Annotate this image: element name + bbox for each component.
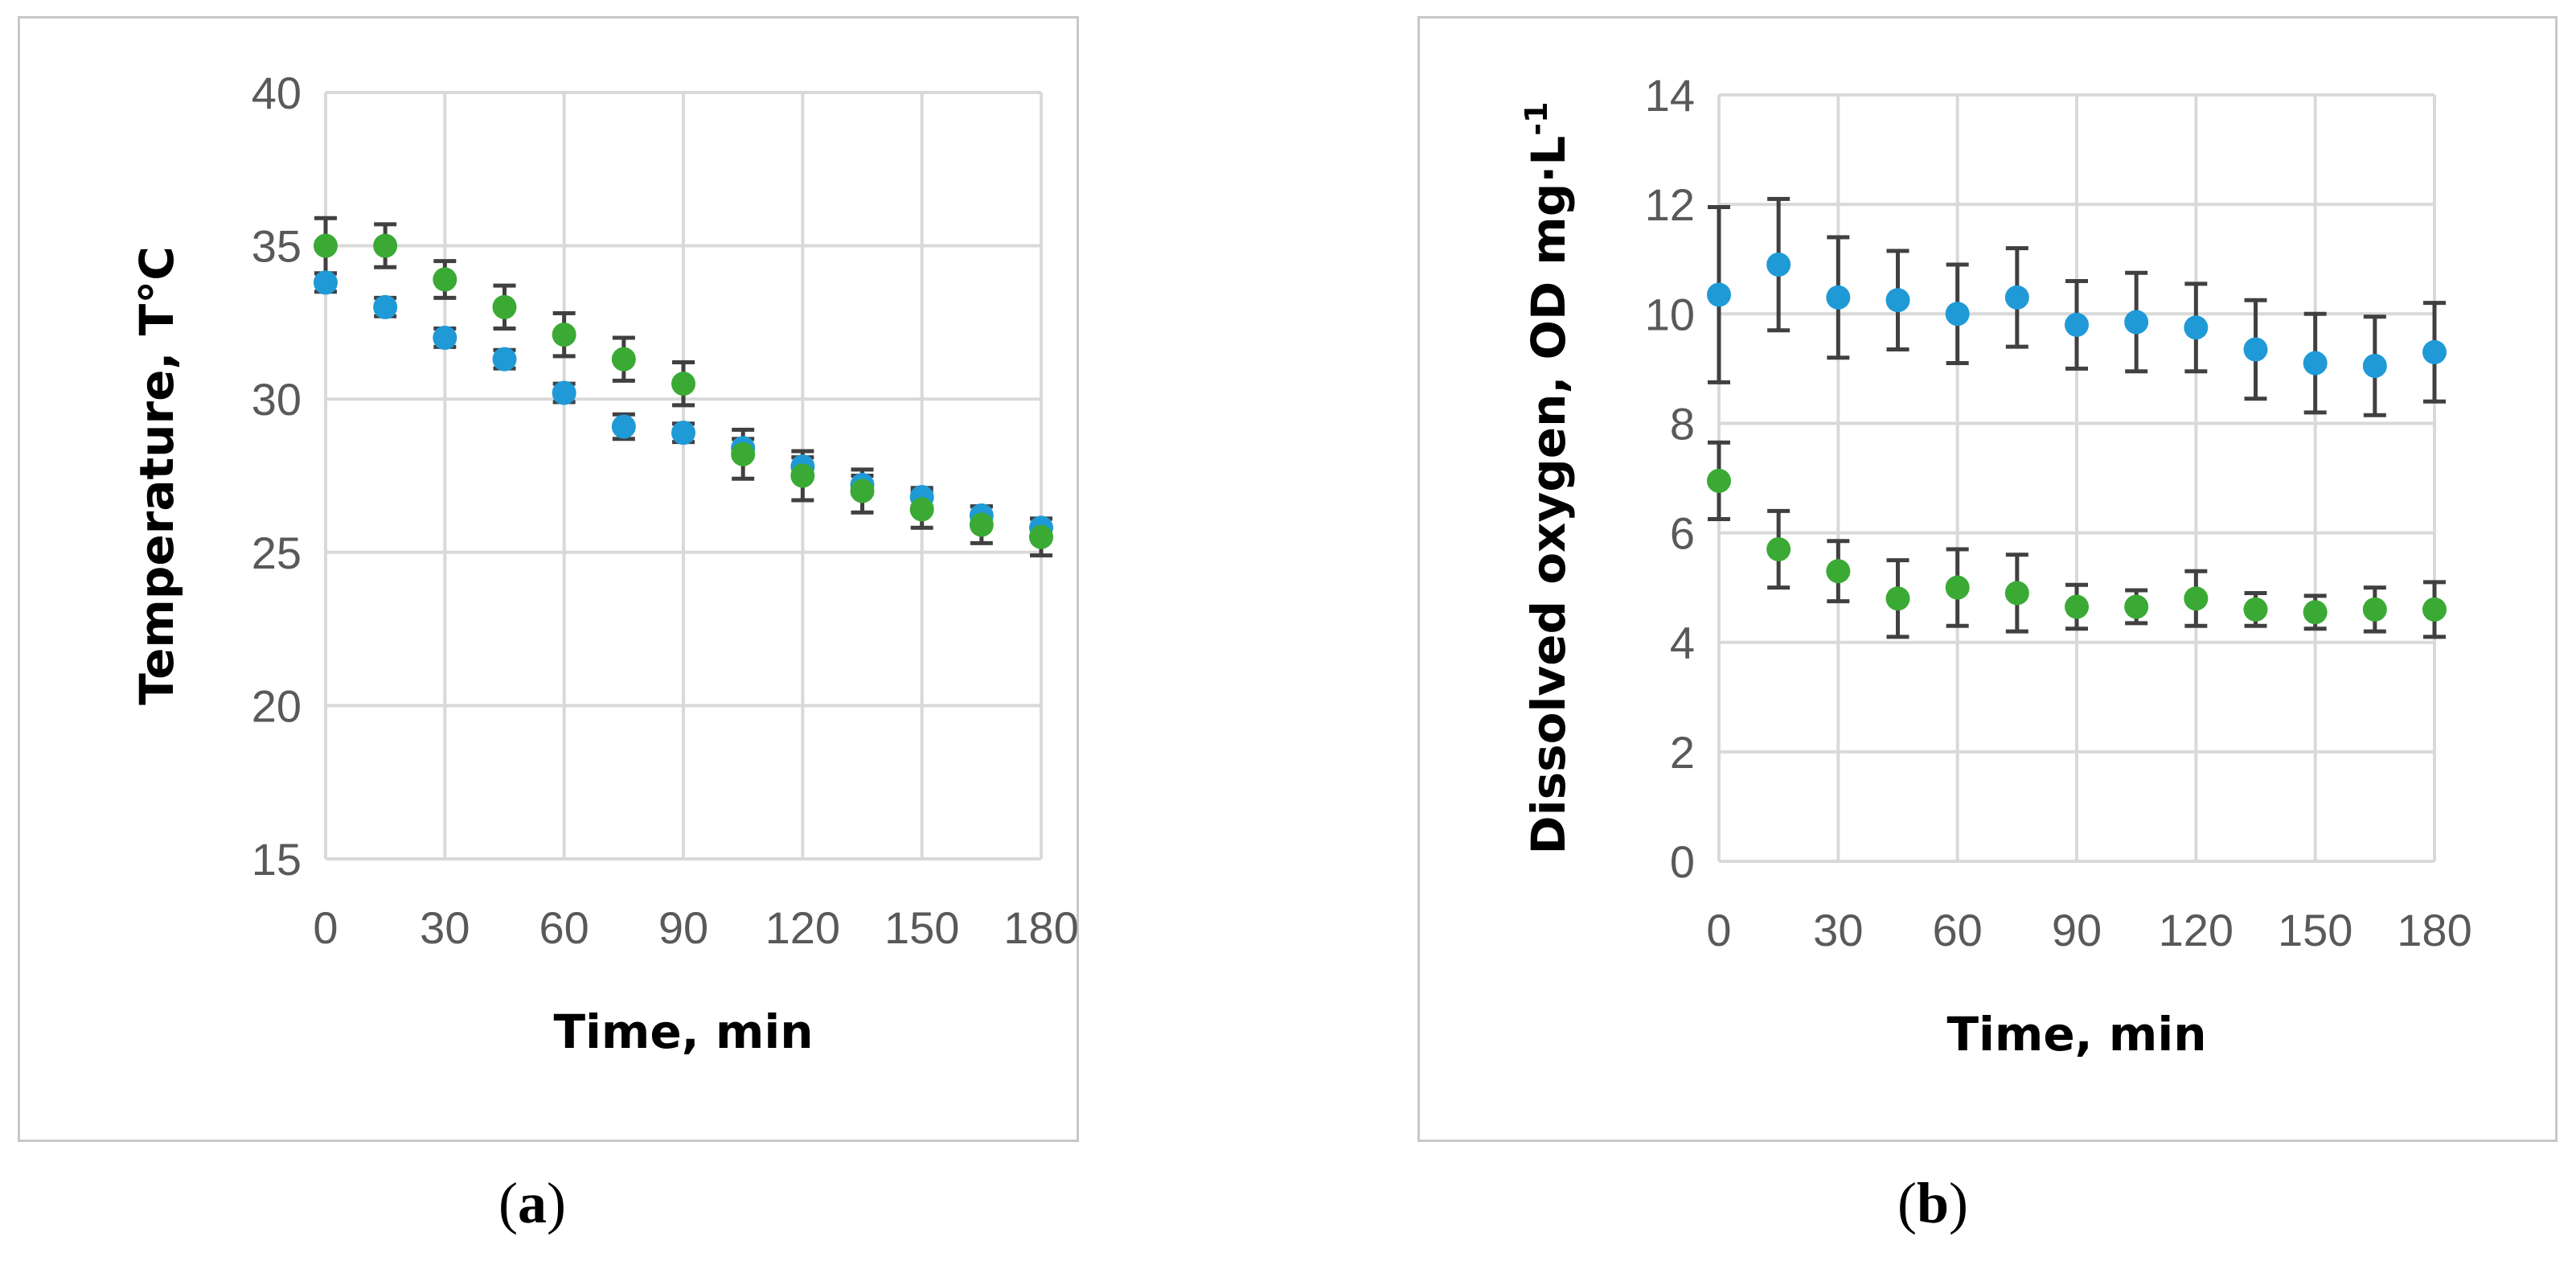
data-point	[731, 442, 756, 466]
x-axis-title: Time, min	[1946, 1007, 2206, 1062]
y-tick-label: 40	[252, 68, 301, 118]
y-tick-label: 8	[1670, 398, 1695, 449]
x-tick-label: 30	[1813, 905, 1863, 955]
data-point	[433, 325, 457, 350]
data-point	[2004, 581, 2029, 606]
data-point	[2422, 597, 2447, 622]
y-tick-label: 12	[1645, 179, 1695, 230]
x-tick-label: 180	[2397, 905, 2471, 955]
y-tick-label: 0	[1670, 836, 1695, 887]
data-point	[2124, 594, 2149, 619]
data-point	[2065, 594, 2089, 619]
y-axis-title: Temperature, T°C	[129, 246, 184, 705]
x-tick-label: 120	[765, 902, 840, 953]
data-point	[1885, 288, 1910, 313]
y-axis-title-superscript: -1	[1519, 102, 1554, 136]
x-tick-label: 0	[1706, 905, 1731, 955]
temperature-chart: 15 20 25 30 35 40 0 30 60 90 120 150 180 Time, min Tem…	[129, 68, 1079, 1059]
data-point	[373, 294, 398, 319]
y-tick-label: 30	[252, 374, 301, 425]
x-tick-label: 150	[2278, 905, 2352, 955]
y-tick-label: 20	[252, 680, 301, 731]
data-point	[909, 497, 934, 522]
x-tick-label: 90	[658, 902, 708, 953]
data-point	[2243, 597, 2268, 622]
y-tick-label: 2	[1670, 727, 1695, 778]
x-tick-label: 0	[313, 902, 338, 953]
data-point	[314, 233, 338, 258]
data-point	[1707, 282, 1731, 307]
x-tick-label: 150	[884, 902, 959, 953]
data-point	[790, 463, 815, 488]
data-point	[2303, 600, 2328, 625]
data-point	[373, 233, 398, 258]
data-point	[492, 294, 517, 319]
x-axis-title: Time, min	[553, 1004, 813, 1059]
caption-b: (b)	[1897, 1171, 1969, 1235]
caption-a: (a)	[498, 1171, 566, 1235]
data-point	[611, 347, 636, 372]
y-axis-title: Dissolved oxygen, OD mg·L-1	[1519, 102, 1576, 855]
data-point	[2184, 315, 2209, 340]
chart-panel-a: 15 20 25 30 35 40 0 30 60 90 120 150 180 Time, min Tem…	[18, 16, 1079, 1142]
y-tick-label: 25	[252, 528, 301, 578]
data-point	[1707, 468, 1731, 493]
data-point	[671, 421, 695, 446]
y-tick-label: 4	[1670, 618, 1695, 668]
data-point	[1945, 302, 1970, 327]
x-tick-label: 120	[2159, 905, 2233, 955]
data-point	[2303, 351, 2328, 376]
data-point	[2362, 353, 2387, 378]
data-point	[2184, 586, 2209, 611]
y-tick-label: 10	[1645, 289, 1695, 339]
x-tick-label: 90	[2052, 905, 2102, 955]
dissolved-oxygen-chart: 0 2 4 6 8 10 12 14 0 30 60 90 120 150 180 Time, min Diss…	[1519, 70, 2472, 1062]
y-axis-title-text: Temperature, T°C	[129, 246, 184, 705]
data-point	[2422, 339, 2447, 364]
data-point	[1029, 524, 1053, 549]
x-tick-label: 180	[1003, 902, 1078, 953]
data-point	[850, 479, 875, 503]
data-point	[552, 322, 576, 347]
data-point	[1766, 536, 1791, 561]
y-tick-label: 14	[1645, 70, 1695, 121]
data-point	[1945, 575, 1970, 600]
y-tick-label: 15	[252, 834, 301, 885]
y-tick-label: 6	[1670, 508, 1695, 559]
data-point	[1826, 285, 1851, 310]
data-point	[2065, 312, 2089, 337]
data-point	[433, 267, 457, 292]
data-point	[969, 512, 994, 537]
y-axis-title-text: Dissolved oxygen, OD mg·L	[1521, 136, 1576, 855]
data-point	[2124, 310, 2149, 335]
data-point	[1826, 559, 1851, 584]
x-tick-label: 30	[420, 902, 470, 953]
data-point	[552, 380, 576, 405]
data-point	[2243, 337, 2268, 362]
data-point	[1766, 253, 1791, 277]
data-point	[492, 347, 517, 372]
x-tick-label: 60	[539, 902, 589, 953]
data-point	[611, 414, 636, 439]
data-point	[2004, 285, 2029, 310]
data-point	[671, 372, 695, 396]
data-point	[2362, 597, 2387, 622]
chart-panel-b: 0 2 4 6 8 10 12 14 0 30 60 90 120 150 180 Time, min Diss…	[1417, 16, 2558, 1142]
data-point	[1885, 586, 1910, 611]
y-tick-label: 35	[252, 221, 301, 272]
data-point	[314, 270, 338, 295]
x-tick-label: 60	[1933, 905, 1983, 955]
